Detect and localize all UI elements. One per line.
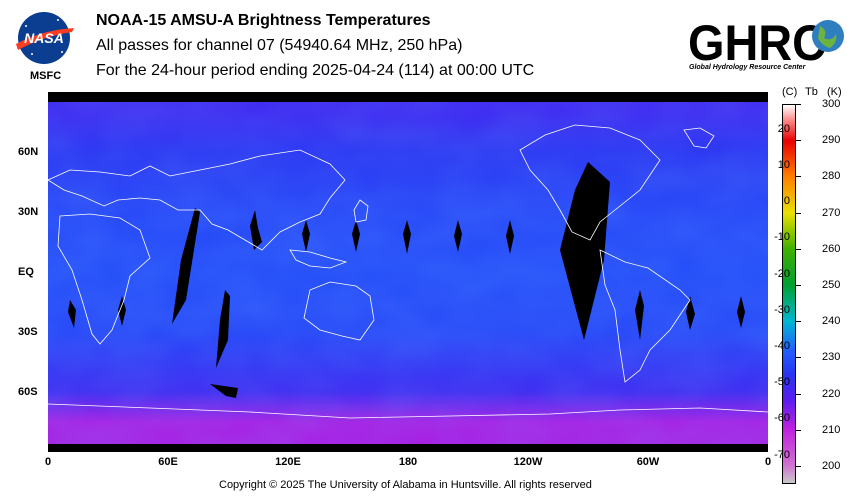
y-tick-label: EQ <box>18 266 34 278</box>
ghrc-logo-subtext: Global Hydrology Resource Center <box>689 64 806 71</box>
colorbar-tick-c: -20 <box>774 267 790 280</box>
colorbar-tick-k: 290 <box>822 134 841 147</box>
colorbar-tick-mark <box>796 140 801 142</box>
bottom-missing-band <box>48 444 768 452</box>
colorbar-tick-c: 10 <box>777 158 790 171</box>
colorbar-tick-mark <box>796 176 801 178</box>
colorbar <box>782 104 796 484</box>
copyright: Copyright © 2025 The University of Alaba… <box>219 479 592 491</box>
colorbar-tick-c: 0 <box>783 195 790 208</box>
colorbar-tick-c: -60 <box>774 412 790 425</box>
colorbar-tick-c: -70 <box>774 448 790 461</box>
missing-data-gap <box>250 210 262 250</box>
colorbar-tick-mark <box>796 357 801 359</box>
map-texture <box>48 92 768 452</box>
missing-data-gap <box>216 290 230 368</box>
colorbar-tick-k: 230 <box>822 351 841 364</box>
missing-data-gap <box>635 290 644 340</box>
missing-data-gap <box>686 296 695 330</box>
y-tick-label: 30S <box>18 326 38 338</box>
missing-data-gap <box>506 220 514 254</box>
colorbar-k-label: (K) <box>827 86 842 98</box>
missing-data-gap <box>68 300 76 328</box>
x-tick-label: 0 <box>44 456 52 468</box>
colorbar-tick-k: 250 <box>822 278 841 291</box>
colorbar-tick-k: 220 <box>822 387 841 400</box>
x-tick-label: 0 <box>764 456 772 468</box>
chart-subtitle: All passes for channel 07 (54940.64 MHz,… <box>96 37 463 54</box>
missing-data-gap <box>737 296 745 328</box>
coastline <box>57 213 151 345</box>
colorbar-tick-k: 240 <box>822 315 841 328</box>
x-tick-label: 120W <box>513 456 543 468</box>
colorbar-tick-k: 210 <box>822 423 841 436</box>
y-tick-label: 60N <box>18 146 39 158</box>
chart-title: NOAA-15 AMSU-A Brightness Temperatures <box>96 12 431 29</box>
coastline <box>303 281 375 341</box>
missing-data-gap <box>560 162 610 340</box>
coastline <box>599 249 691 383</box>
colorbar-tick-c: -30 <box>774 303 790 316</box>
missing-data-gap <box>210 384 238 398</box>
nasa-logo-text: NASA <box>24 30 64 46</box>
coastline <box>48 149 346 251</box>
ghrc-logo-text: GHRC <box>688 15 826 71</box>
ghrc-logo: GHRC <box>688 15 844 71</box>
colorbar-tick-mark <box>796 212 801 214</box>
x-tick-label: 60E <box>158 456 178 468</box>
coastline <box>48 403 768 419</box>
y-tick-label: 60S <box>18 386 38 398</box>
colorbar-tick-c: -50 <box>774 376 790 389</box>
missing-data-gap <box>454 220 462 252</box>
missing-data-gap <box>172 208 200 324</box>
colorbar-tick-k: 260 <box>822 242 841 255</box>
colorbar-tick-k: 270 <box>822 206 841 219</box>
colorbar-tick-mark <box>796 284 801 286</box>
colorbar-tick-k: 200 <box>822 459 841 472</box>
colorbar-tick-c: -10 <box>774 231 790 244</box>
colorbar-tick-mark <box>796 465 801 467</box>
colorbar-tick-mark <box>796 393 801 395</box>
missing-data-gap <box>403 220 411 254</box>
missing-data-gap <box>302 220 310 252</box>
colorbar-tb-label: Tb <box>805 86 818 98</box>
missing-data-gap <box>118 296 126 326</box>
colorbar-tick-mark <box>796 104 801 105</box>
x-tick-label: 120E <box>275 456 301 468</box>
coastline <box>353 199 369 223</box>
top-missing-band <box>48 92 768 102</box>
colorbar-c-label: (C) <box>782 86 798 98</box>
brightness-temperature-map <box>48 92 768 452</box>
nasa-logo: NASA <box>16 12 74 64</box>
colorbar-tick-c: 20 <box>777 122 790 135</box>
colorbar-tick-k: 280 <box>822 170 841 183</box>
colorbar-tick-mark <box>796 321 801 323</box>
chart-period: For the 24-hour period ending 2025-04-24… <box>96 62 535 79</box>
coastline <box>289 249 348 269</box>
coastline <box>519 124 661 241</box>
colorbar-tick-k: 300 <box>822 98 841 110</box>
x-tick-label: 180 <box>398 456 418 468</box>
missing-data-gap <box>352 220 360 252</box>
colorbar-tick-mark <box>796 248 801 250</box>
colorbar-tick-c: -40 <box>774 339 790 352</box>
colorbar-tick-mark <box>796 429 801 431</box>
coastline <box>683 127 715 149</box>
x-tick-label: 60W <box>636 456 660 468</box>
agency-label: MSFC <box>30 70 62 82</box>
y-tick-label: 30N <box>18 206 39 218</box>
